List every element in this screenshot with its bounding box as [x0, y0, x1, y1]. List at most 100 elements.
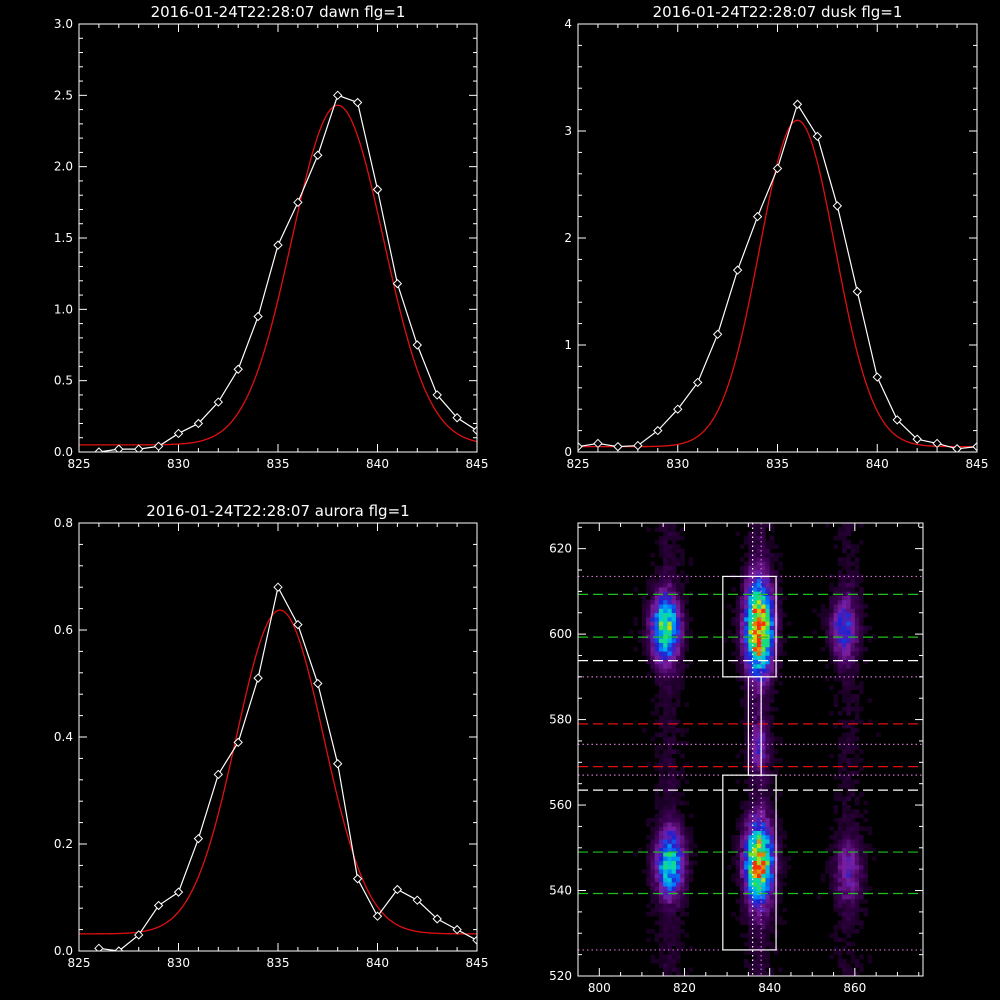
data-point	[313, 678, 323, 689]
heatmap-cell	[837, 664, 843, 669]
heatmap-cell	[761, 864, 766, 870]
heatmap-cell	[735, 651, 741, 656]
heatmap-cell	[675, 617, 681, 622]
heatmap-cell	[778, 681, 783, 686]
heatmap-cell	[671, 629, 677, 635]
heatmap-cell	[658, 672, 664, 678]
heatmap-cell	[761, 958, 766, 964]
heatmap-cell	[859, 591, 864, 596]
heatmap-cell	[654, 822, 660, 827]
heatmap-cell	[854, 702, 860, 708]
heatmap-cell	[837, 834, 843, 840]
heatmap-cell	[748, 753, 753, 759]
heatmap-cell	[752, 860, 758, 866]
heatmap-cell	[748, 933, 753, 938]
heatmap-cell	[782, 843, 787, 849]
y-tick-label: 0.8	[54, 516, 73, 530]
heatmap-cell	[646, 638, 651, 643]
heatmap-cell	[846, 924, 851, 930]
heatmap-cell	[833, 890, 839, 896]
heatmap-cell	[744, 809, 749, 814]
heatmap-cell	[854, 736, 860, 742]
heatmap-cell	[769, 659, 775, 665]
heatmap-cell	[833, 894, 839, 900]
heatmap-cell	[748, 570, 753, 575]
heatmap-cell	[658, 565, 664, 571]
heatmap-cell	[675, 933, 681, 938]
heatmap-cell	[667, 595, 672, 601]
heatmap-cell	[663, 839, 668, 844]
heatmap-cell	[671, 689, 677, 695]
heatmap-cell	[688, 659, 694, 665]
heatmap-cell	[675, 531, 681, 537]
heatmap-cell	[854, 860, 860, 866]
heatmap-cell	[842, 698, 847, 703]
heatmap-cell	[675, 561, 681, 567]
data-point	[692, 377, 703, 388]
y-tick-label: 540	[549, 884, 572, 898]
heatmap-cell	[761, 839, 766, 844]
heatmap-cell	[680, 800, 685, 806]
heatmap-cell	[671, 642, 677, 648]
heatmap-cell	[773, 676, 779, 682]
heatmap-cell	[667, 856, 672, 861]
heatmap-cell	[752, 715, 758, 720]
heatmap-cell	[658, 890, 664, 896]
heatmap-cell	[842, 672, 847, 678]
heatmap-cell	[675, 886, 681, 891]
heatmap-cell	[744, 881, 749, 887]
heatmap-cell	[684, 800, 690, 806]
heatmap-cell	[663, 937, 668, 943]
heatmap-cell	[782, 834, 787, 840]
heatmap-cell	[671, 570, 677, 575]
heatmap-cell	[842, 740, 847, 746]
heatmap-cell	[748, 604, 753, 609]
heatmap-cell	[654, 783, 660, 789]
heatmap-cell	[765, 570, 770, 575]
heatmap-cell	[859, 890, 864, 896]
heatmap-cell	[684, 612, 690, 618]
heatmap-cell	[658, 642, 664, 648]
heatmap-cell	[663, 723, 668, 729]
heatmap-cell	[667, 762, 672, 767]
heatmap-cell	[752, 843, 758, 849]
heatmap-cell	[646, 578, 651, 584]
heatmap-cell	[663, 736, 668, 742]
heatmap-cell	[671, 587, 677, 592]
heatmap-cell	[667, 642, 672, 648]
heatmap-cell	[752, 612, 758, 618]
heatmap-cell	[654, 711, 660, 716]
heatmap-cell	[854, 711, 860, 716]
data-point	[114, 444, 124, 452]
heatmap-cell	[684, 877, 690, 883]
heatmap-cell	[752, 770, 758, 776]
heatmap-cell	[739, 591, 745, 596]
heatmap-cell	[748, 877, 753, 883]
heatmap-cell	[859, 689, 864, 695]
heatmap-cell	[671, 634, 677, 639]
heatmap-cell	[675, 813, 681, 819]
heatmap-cell	[842, 873, 847, 878]
heatmap-cell	[646, 587, 651, 592]
heatmap-cell	[769, 693, 775, 699]
heatmap-cell	[675, 847, 681, 853]
data-point	[712, 329, 723, 340]
heatmap-cell	[671, 612, 677, 618]
heatmap-cell	[748, 903, 753, 908]
heatmap-cell	[756, 565, 762, 571]
heatmap-cell	[752, 655, 758, 661]
heatmap-cell	[688, 843, 694, 849]
heatmap-cell	[761, 852, 766, 857]
heatmap-cell	[761, 758, 766, 763]
heatmap-cell	[842, 886, 847, 891]
heatmap-cell	[846, 869, 851, 874]
heatmap-cell	[871, 856, 877, 861]
heatmap-cell	[850, 723, 856, 729]
heatmap-cell	[756, 689, 762, 695]
heatmap-cell	[671, 758, 677, 763]
heatmap-cell	[654, 903, 660, 908]
data-point	[432, 390, 442, 400]
heatmap-cell	[846, 963, 851, 968]
heatmap-cell	[748, 805, 753, 810]
heatmap-cell	[778, 561, 783, 567]
